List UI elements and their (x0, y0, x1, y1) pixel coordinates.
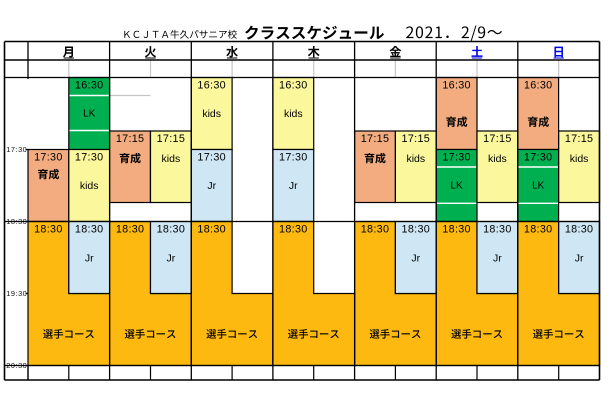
svg-text:kids: kids (570, 153, 589, 165)
svg-text:18:30: 18:30 (116, 224, 145, 236)
svg-text:17:15: 17:15 (565, 133, 594, 145)
svg-text:16:30: 16:30 (197, 80, 226, 92)
svg-text:18:30: 18:30 (442, 224, 471, 236)
svg-text:17:30: 17:30 (75, 152, 104, 164)
svg-text:17:15: 17:15 (361, 133, 390, 145)
svg-text:18:30: 18:30 (483, 224, 512, 236)
svg-text:16:30: 16:30 (75, 80, 104, 92)
svg-text:kids: kids (162, 153, 181, 165)
svg-text:16:30: 16:30 (442, 80, 471, 92)
svg-text:Jr: Jr (207, 180, 216, 192)
svg-text:Jr: Jr (575, 253, 584, 265)
svg-text:17:15: 17:15 (402, 133, 431, 145)
svg-text:18:30: 18:30 (361, 224, 390, 236)
svg-text:kids: kids (80, 180, 99, 192)
svg-text:18:30: 18:30 (197, 224, 226, 236)
svg-text:Jr: Jr (493, 253, 502, 265)
svg-text:16:30: 16:30 (279, 80, 308, 92)
svg-text:17:30: 17:30 (34, 152, 63, 164)
svg-text:LK: LK (532, 180, 545, 191)
svg-text:18:30: 18:30 (402, 224, 431, 236)
svg-text:17:30: 17:30 (6, 145, 27, 154)
svg-text:17:15: 17:15 (116, 133, 145, 145)
svg-text:18:30: 18:30 (279, 224, 308, 236)
svg-text:17:15: 17:15 (483, 133, 512, 145)
svg-text:kids: kids (284, 108, 303, 120)
svg-text:kids: kids (488, 153, 507, 165)
svg-text:18:30: 18:30 (157, 224, 186, 236)
svg-text:17:30: 17:30 (442, 152, 471, 164)
svg-text:19:30: 19:30 (6, 289, 27, 298)
svg-text:16:30: 16:30 (524, 80, 553, 92)
svg-text:17:30: 17:30 (524, 152, 553, 164)
svg-text:17:15: 17:15 (157, 133, 186, 145)
svg-text:18:30: 18:30 (524, 224, 553, 236)
svg-text:18:30: 18:30 (565, 224, 594, 236)
svg-text:kids: kids (202, 108, 221, 120)
svg-text:Jr: Jr (411, 253, 420, 265)
svg-text:17:30: 17:30 (279, 152, 308, 164)
svg-text:20:30: 20:30 (6, 361, 27, 370)
svg-text:18:30: 18:30 (6, 217, 27, 226)
svg-text:17:30: 17:30 (197, 152, 226, 164)
svg-text:18:30: 18:30 (34, 224, 63, 236)
svg-text:Jr: Jr (85, 253, 94, 265)
svg-text:18:30: 18:30 (75, 224, 104, 236)
svg-text:Jr: Jr (167, 253, 176, 265)
svg-text:Jr: Jr (289, 180, 298, 192)
svg-text:LK: LK (83, 108, 96, 119)
svg-text:LK: LK (450, 180, 463, 191)
svg-text:kids: kids (406, 153, 425, 165)
